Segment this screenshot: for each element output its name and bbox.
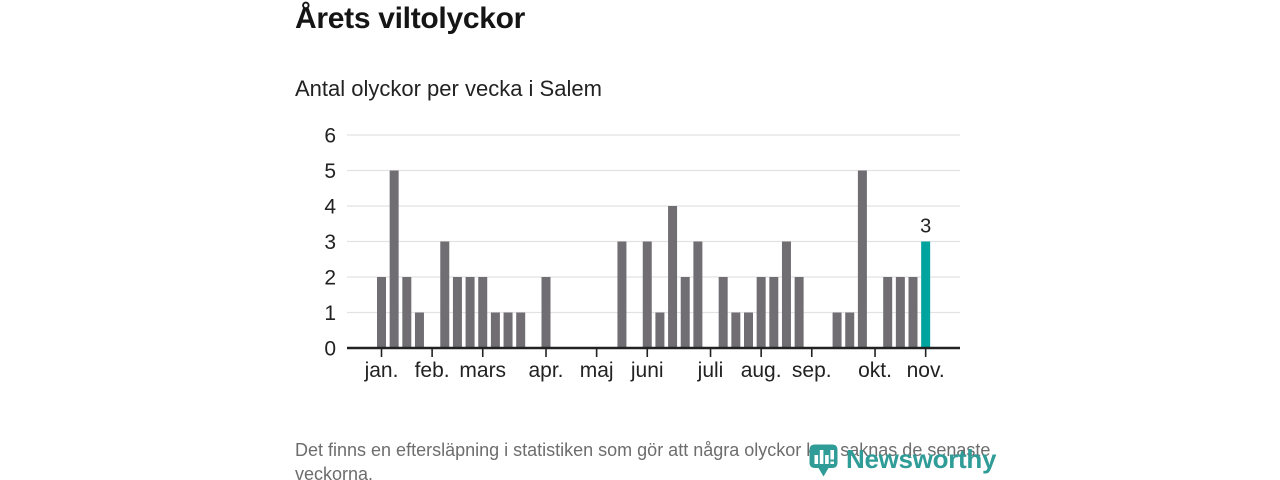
- y-tick-label-4: 4: [324, 196, 336, 219]
- y-tick-label-6: 6: [324, 125, 336, 148]
- logo-bar-1: [814, 455, 819, 464]
- x-tick-label-nov.: nov.: [907, 359, 945, 382]
- bar-week-20: [617, 241, 627, 348]
- bar-week-7: [452, 277, 462, 348]
- x-tick-label-juni: juni: [630, 359, 664, 382]
- bar-week-12: [516, 312, 526, 348]
- bar-week-25: [680, 277, 690, 348]
- x-tick-label-feb.: feb.: [415, 359, 450, 382]
- x-tick-label-mars: mars: [459, 359, 506, 382]
- highlight-bar-week-44: [921, 241, 931, 348]
- y-tick-label-0: 0: [324, 338, 336, 361]
- bar-week-2: [389, 170, 399, 348]
- bar-week-39: [857, 170, 867, 348]
- bar-week-9: [478, 277, 488, 348]
- bar-week-31: [756, 277, 766, 348]
- logo-bar-3: [825, 455, 829, 464]
- logo-text: Newsworthy: [846, 444, 997, 474]
- bar-week-23: [655, 312, 665, 348]
- y-axis-labels: 0 1 2 3 4 5 6: [324, 125, 336, 361]
- gridlines: [347, 134, 960, 314]
- bar-week-14: [541, 277, 551, 348]
- bar-week-38: [845, 312, 855, 348]
- bar-week-10: [490, 312, 500, 348]
- x-tick-label-juli: juli: [697, 359, 724, 382]
- x-tick-label-jan.: jan.: [364, 359, 399, 382]
- bar-week-33: [781, 241, 791, 348]
- bar-week-24: [668, 206, 678, 348]
- chart-title: Årets viltolyckor: [295, 2, 525, 35]
- bar-week-4: [414, 312, 424, 348]
- bar-week-22: [642, 241, 652, 348]
- bar-week-3: [402, 277, 412, 348]
- y-tick-label-1: 1: [324, 302, 336, 325]
- y-tick-label-5: 5: [324, 160, 336, 183]
- bar-week-32: [769, 277, 779, 348]
- x-tick-label-sep.: sep.: [792, 359, 832, 382]
- x-tick-label-apr.: apr.: [528, 359, 563, 382]
- y-tick-label-2: 2: [324, 267, 336, 290]
- logo-bar-2: [819, 450, 824, 464]
- pin-shape: [809, 444, 838, 477]
- chart-subtitle: Antal olyckor per vecka i Salem: [295, 76, 602, 101]
- bar-week-29: [731, 312, 741, 348]
- annotation: 3: [920, 216, 931, 238]
- bar-week-42: [895, 277, 905, 348]
- logo-exclaim-stem: [830, 450, 834, 460]
- bar-week-26: [693, 241, 703, 348]
- logo-exclaim-dot: [830, 461, 834, 464]
- bar-week-6: [440, 241, 450, 348]
- x-axis-labels: jan. feb. mars apr. maj juni juli aug. sep. okt. n…: [364, 359, 945, 382]
- bar-week-30: [744, 312, 753, 348]
- bar-week-8: [465, 277, 475, 348]
- bar-chart-pin-icon: [809, 444, 838, 477]
- x-axis-ticks: [380, 349, 927, 357]
- bar-week-28: [718, 277, 728, 348]
- newsworthy-logo: Newsworthy: [808, 443, 996, 478]
- bar-week-34: [794, 277, 804, 348]
- bar-week-37: [832, 312, 842, 348]
- y-tick-label-3: 3: [324, 231, 336, 254]
- x-tick-label-aug.: aug.: [741, 359, 782, 382]
- bars: [377, 170, 931, 348]
- bar-week-1: [377, 277, 386, 348]
- bar-week-11: [503, 312, 513, 348]
- bar-week-41: [883, 277, 893, 348]
- bar-week-43: [908, 277, 918, 348]
- x-tick-label-maj: maj: [580, 359, 614, 382]
- highlight-value-label: 3: [920, 216, 931, 238]
- x-tick-label-okt.: okt.: [858, 359, 892, 382]
